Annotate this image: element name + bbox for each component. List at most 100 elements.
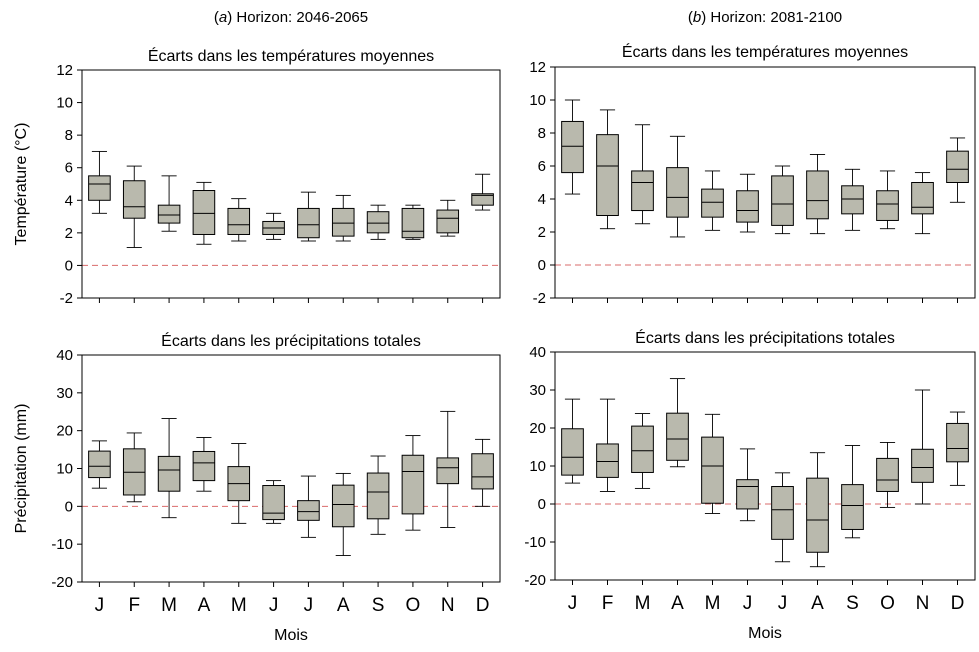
panel-a-temp: Écarts dans les températures moyennes -2 0… [13,46,501,307]
iqr-box [841,185,864,215]
x-tick-label: J [304,595,314,616]
iqr-box [701,188,724,218]
iqr-box [471,193,494,206]
x-axis-label: Mois [748,625,782,642]
y-tick-label: 8 [65,127,73,144]
y-tick-label: 12 [529,59,546,76]
box-M-3 [631,413,654,489]
y-tick-label: 10 [56,461,73,478]
y-tick-label: 6 [538,158,546,175]
box-M-5 [701,170,724,231]
x-tick-label: N [441,595,455,616]
panel-title: Écarts dans les précipitations totales [635,328,895,347]
box-F-2 [596,398,619,492]
iqr-box [596,443,619,478]
x-tick-label: M [161,595,177,616]
box-A-8 [806,153,829,235]
iqr-box [88,175,111,201]
iqr-box [736,479,759,510]
box-F-2 [596,109,619,230]
y-tick-label: 0 [538,257,546,274]
y-axis-label: Précipitation (mm) [13,404,30,534]
iqr-box [331,484,355,528]
y-tick-label: 12 [56,62,73,79]
iqr-box [88,450,111,479]
box-J-6 [736,448,759,522]
x-tick-label: N [916,593,930,614]
iqr-box [596,134,619,216]
panel-a-precip: Écarts dans les précipitations totales -2… [13,331,501,644]
panel-title: Écarts dans les températures moyennes [622,42,908,61]
box-M-3 [157,175,181,232]
y-tick-label: -20 [524,572,546,589]
iqr-box [876,457,899,492]
x-tick-label: J [568,593,578,614]
box-D-12 [946,411,969,486]
iqr-box [227,207,251,235]
iqr-box [436,209,460,234]
panel-title: Écarts dans les précipitations totales [161,331,421,350]
x-tick-label: M [705,593,721,614]
iqr-box [806,170,829,220]
box-F-2 [122,165,146,248]
box-J-1 [561,99,584,195]
box-A-4 [666,135,689,238]
box-J-7 [771,472,794,563]
box-M-3 [157,418,181,519]
box-J-1 [88,440,111,489]
x-tick-label: D [476,595,490,616]
box-J-6 [262,212,285,240]
x-tick-label: J [269,595,279,616]
x-tick-label: A [811,593,824,614]
y-tick-label: 4 [65,192,73,209]
x-tick-label: S [372,595,385,616]
panel-b-title: (b) Horizon: 2081-2100 [688,9,842,26]
iqr-box [911,448,934,483]
iqr-box [946,422,969,463]
y-tick-label: 8 [538,125,546,142]
y-tick-label: -20 [51,574,73,591]
y-tick-label: -10 [524,534,546,551]
x-tick-label: F [128,595,140,616]
iqr-box [561,120,584,174]
y-tick-label: 10 [529,458,546,475]
iqr-box [736,190,759,223]
box-N-11 [911,172,934,235]
x-axis-label: Mois [274,627,308,644]
box-S-9 [841,445,864,539]
x-tick-label: A [671,593,684,614]
y-tick-label: 40 [529,344,546,361]
box-J-7 [297,191,320,242]
y-tick-label: 0 [65,257,73,274]
box-A-4 [192,437,216,492]
x-tick-label: S [846,593,859,614]
box-A-4 [192,181,216,245]
x-tick-label: J [778,593,788,614]
plot-frame [554,66,976,299]
box-M-5 [701,413,724,514]
box-M-3 [631,124,654,225]
box-N-11 [911,389,934,505]
box-A-8 [331,472,355,556]
x-tick-label: A [337,595,350,616]
box-J-1 [561,398,584,484]
iqr-box [436,457,460,485]
x-tick-label: J [743,593,753,614]
iqr-box [841,484,864,530]
iqr-box [876,190,899,221]
y-tick-label: 2 [538,224,546,241]
box-A-4 [666,378,689,468]
x-tick-label: O [880,593,895,614]
iqr-box [331,207,355,237]
iqr-box [157,204,181,224]
box-D-12 [471,438,494,507]
y-axis-label: Température (°C) [13,123,30,246]
box-M-5 [227,198,251,242]
panel-a-title: (a) Horizon: 2046-2065 [214,9,368,26]
y-tick-label: 4 [538,191,546,208]
y-tick-label: 2 [65,225,73,242]
x-tick-label: O [406,595,421,616]
iqr-box [911,182,934,215]
box-J-1 [88,150,111,214]
